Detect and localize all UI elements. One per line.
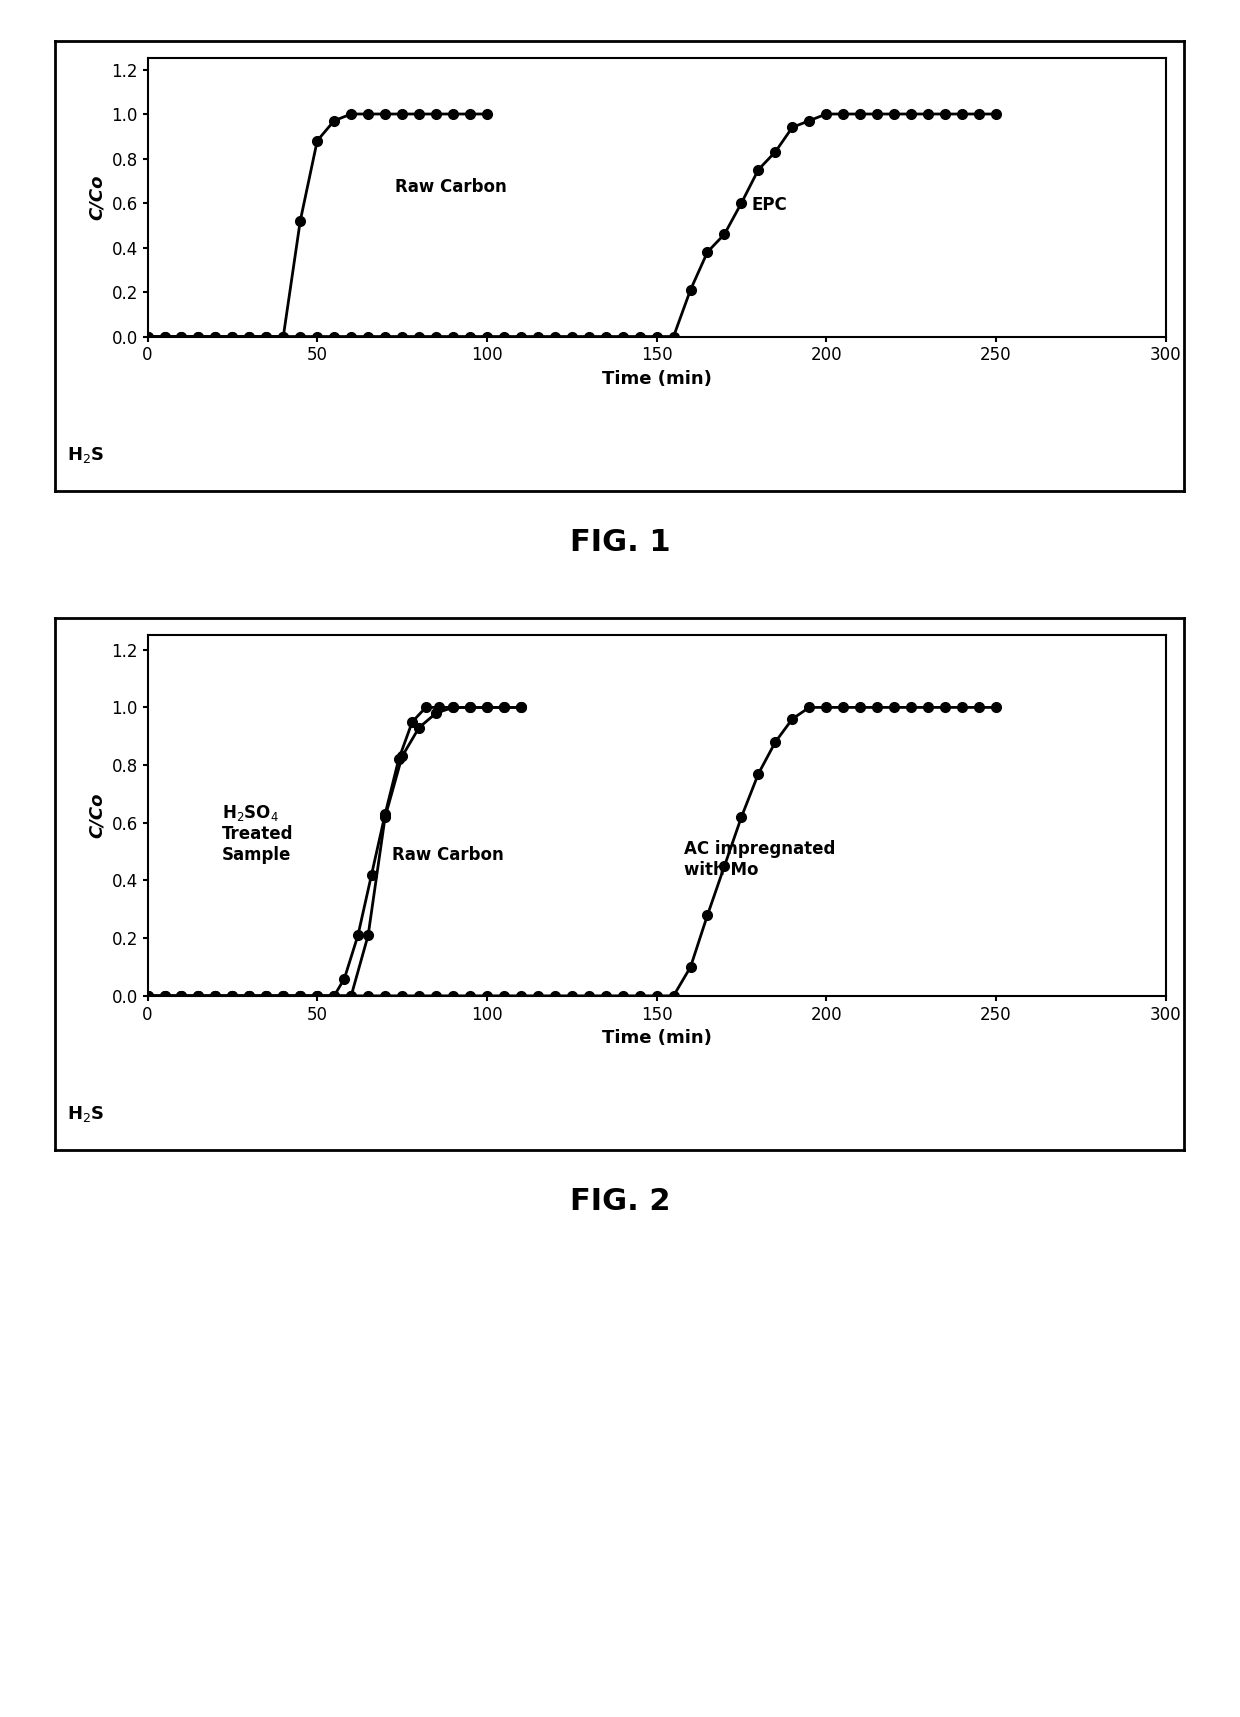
Y-axis label: C/Co: C/Co bbox=[88, 175, 105, 220]
X-axis label: Time (min): Time (min) bbox=[601, 1028, 712, 1047]
Text: AC impregnated
with Mo: AC impregnated with Mo bbox=[683, 840, 835, 879]
Text: FIG. 2: FIG. 2 bbox=[569, 1188, 671, 1216]
Text: Raw Carbon: Raw Carbon bbox=[392, 846, 503, 864]
Text: Raw Carbon: Raw Carbon bbox=[396, 179, 507, 196]
Text: H$_2$SO$_4$
Treated
Sample: H$_2$SO$_4$ Treated Sample bbox=[222, 802, 294, 864]
Text: H$_2$S: H$_2$S bbox=[67, 445, 104, 465]
Text: FIG. 1: FIG. 1 bbox=[569, 529, 671, 556]
Y-axis label: C/Co: C/Co bbox=[88, 793, 105, 838]
Text: EPC: EPC bbox=[751, 196, 787, 213]
X-axis label: Time (min): Time (min) bbox=[601, 369, 712, 388]
Text: H$_2$S: H$_2$S bbox=[67, 1104, 104, 1125]
